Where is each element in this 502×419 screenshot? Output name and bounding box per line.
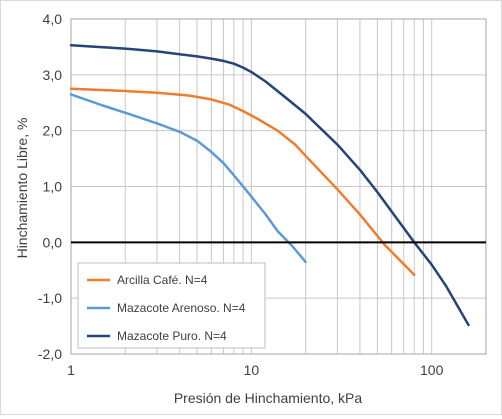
- y-tick-label: 0,0: [43, 234, 63, 250]
- legend-label: Mazacote Arenoso. N=4: [117, 301, 246, 315]
- x-tick-label: 10: [244, 362, 260, 378]
- series-line: [69, 93, 307, 264]
- y-axis-label: Hinchamiento Libre, %: [14, 118, 30, 259]
- axis-layer: -2,0 -1,0 0,0 1,0 2,0 3,0 4,0 1 10 100: [38, 11, 486, 378]
- series-layer: [69, 43, 470, 327]
- y-tick-label: 2,0: [43, 123, 63, 139]
- legend: Arcilla Café. N=4 Mazacote Arenoso. N=4 …: [77, 262, 266, 349]
- legend-box: [77, 262, 266, 349]
- y-tick-label: -1,0: [38, 290, 62, 306]
- series-line: [69, 43, 470, 327]
- plot-border: [70, 18, 487, 355]
- y-tick-label: 4,0: [43, 11, 63, 27]
- legend-label: Arcilla Café. N=4: [117, 273, 208, 287]
- y-tick-label: -2,0: [38, 346, 62, 362]
- y-tick-label: 3,0: [43, 67, 63, 83]
- plot-area-border: [70, 18, 487, 355]
- x-tick-label: 100: [420, 362, 444, 378]
- legend-label: Mazacote Puro. N=4: [117, 329, 227, 343]
- series-line: [69, 87, 416, 276]
- y-tick-label: 1,0: [43, 179, 63, 195]
- x-axis-label: Presión de Hinchamiento, kPa: [174, 390, 363, 406]
- x-tick-label: 1: [67, 362, 75, 378]
